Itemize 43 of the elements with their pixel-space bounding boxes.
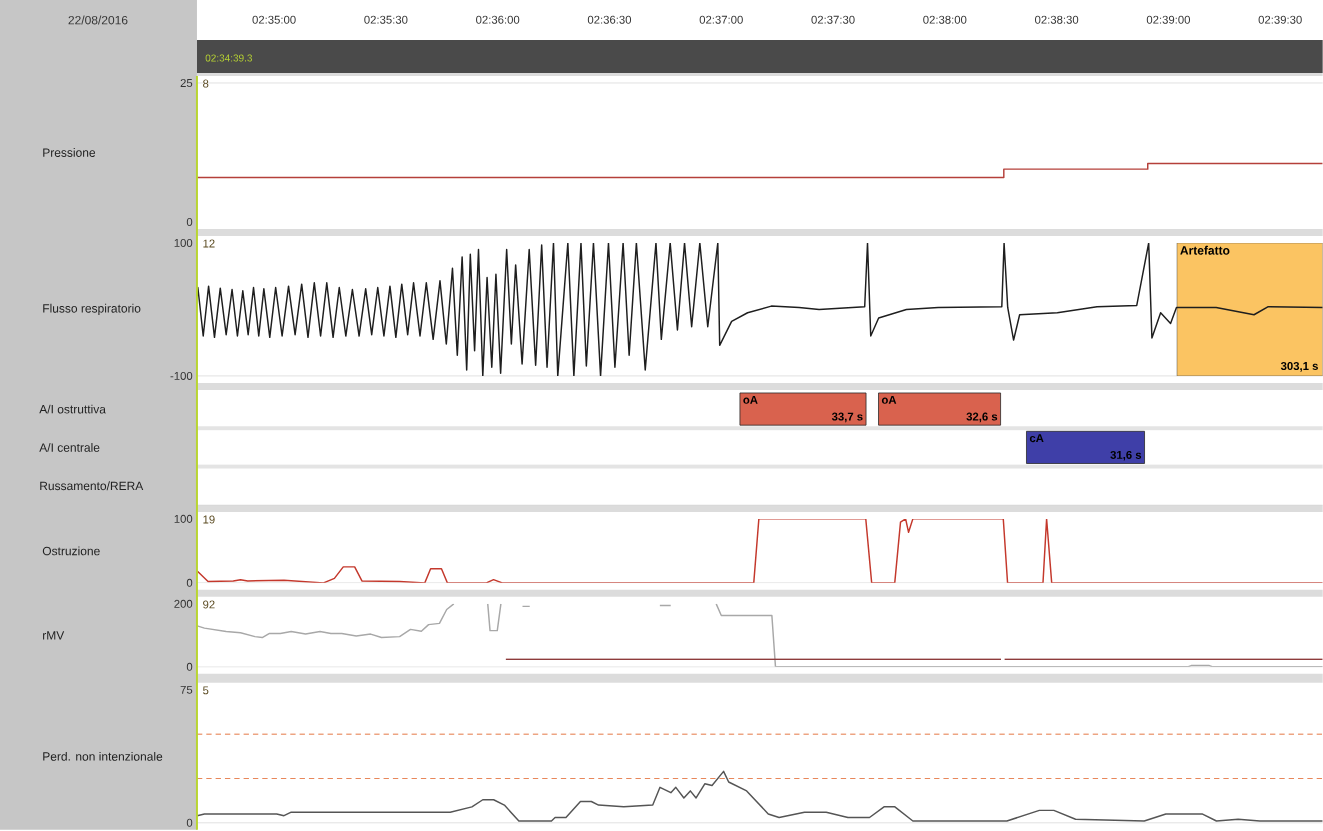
text: 22/08/2016 xyxy=(68,15,128,25)
y-tick-label: -100 xyxy=(170,372,193,381)
x-tick-label: 02:38:00 xyxy=(923,15,967,24)
annotation: 12 xyxy=(203,239,215,248)
y-axis-title: rMV xyxy=(43,631,65,640)
x-tick-label: 02:37:30 xyxy=(811,15,855,24)
text: 02:34:39.3 xyxy=(205,54,253,62)
annotation: oA xyxy=(881,396,897,404)
x-tick-label: 02:38:30 xyxy=(1035,15,1079,24)
annotation: cA xyxy=(1029,434,1044,443)
y-axis-title: Ostruzione xyxy=(42,546,100,556)
y-tick-label: 100 xyxy=(174,239,193,248)
y-tick-label: A/I ostruttiva xyxy=(39,404,106,414)
y-tick-label: 0 xyxy=(186,218,193,227)
y-tick-label: 200 xyxy=(174,599,193,608)
x-tick-label: 02:36:00 xyxy=(476,15,520,24)
annotation: 31,6 s xyxy=(1110,451,1142,461)
y-tick-label: 0 xyxy=(186,662,193,671)
y-tick-label: A/I centrale xyxy=(39,443,100,452)
annotation: 5 xyxy=(203,686,209,695)
x-tick-label: 02:39:00 xyxy=(1146,15,1191,24)
y-axis-title: Perd. non intenzionale xyxy=(43,752,163,761)
x-tick-label: 02:35:30 xyxy=(364,15,408,24)
y-axis-title: Pressione xyxy=(43,148,96,157)
annotation: 33,7 s xyxy=(831,412,863,423)
y-tick-label: 25 xyxy=(180,79,193,88)
x-tick-label: 02:39:30 xyxy=(1258,15,1302,24)
annotation: 19 xyxy=(203,515,215,524)
x-tick-label: 02:35:00 xyxy=(252,15,296,24)
x-tick-label: 02:36:30 xyxy=(587,15,632,24)
annotation: 92 xyxy=(203,600,215,609)
x-tick-label: 02:37:00 xyxy=(699,15,743,24)
y-axis-title: Flusso respiratorio xyxy=(43,303,141,316)
annotation: 32,6 s xyxy=(966,412,998,423)
y-tick-label: Russamento/RERA xyxy=(40,481,144,491)
annotation: oA xyxy=(743,396,758,404)
y-tick-label: 75 xyxy=(180,685,193,694)
y-tick-label: 0 xyxy=(186,818,193,827)
y-tick-label: 0 xyxy=(186,578,193,587)
y-tick-label: 100 xyxy=(174,514,193,523)
band-label: Artefatto xyxy=(1180,245,1230,255)
annotation: 8 xyxy=(203,79,209,88)
annotation: 303,1 s xyxy=(1280,362,1318,372)
